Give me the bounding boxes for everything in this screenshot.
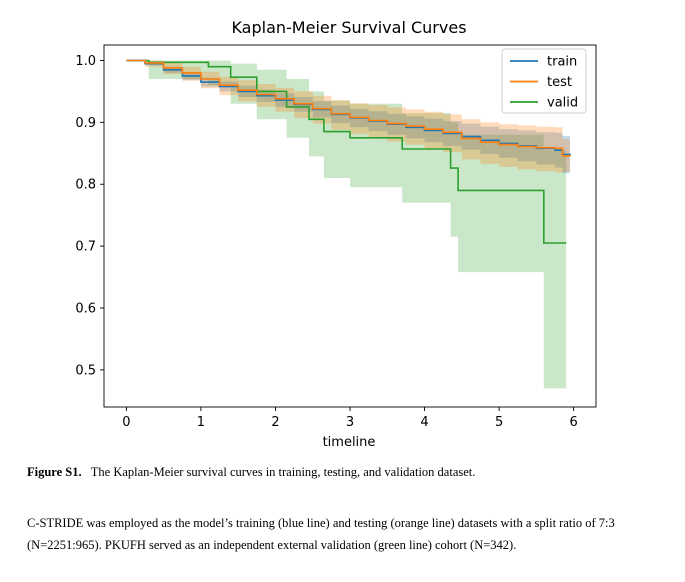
km-chart: Kaplan-Meier Survival Curves 0 1 2 3 4 5 60.50…: [75, 18, 597, 450]
figure-caption: Figure S1. The Kaplan-Meier survival cur…: [27, 465, 475, 480]
figure-caption-text: The Kaplan-Meier survival curves in trai…: [90, 465, 476, 479]
x-tick-label: 0: [122, 415, 130, 430]
legend-label-train: train: [547, 55, 577, 70]
x-tick-label: 4: [420, 415, 428, 430]
ci-band-train: [126, 60, 570, 177]
chart-title: Kaplan-Meier Survival Curves: [231, 18, 466, 37]
plot-area: [126, 59, 571, 389]
y-tick-label: 0.6: [75, 301, 96, 316]
body-paragraph: C-STRIDE was employed as the model’s tra…: [27, 516, 615, 552]
axes: 0 1 2 3 4 5 6 0.5 0.6 0.7 0.8 0.9 1.0: [75, 44, 597, 430]
y-tick-label: 0.7: [75, 240, 96, 255]
y-tick-label: 0.9: [75, 116, 96, 131]
y-tick-label: 0.8: [75, 178, 96, 193]
x-axis-label: timeline: [323, 435, 376, 450]
figure-caption-label: Figure S1.: [27, 465, 82, 479]
series-line-valid: [126, 59, 567, 244]
legend-box: [501, 48, 587, 114]
y-tick-label: 1.0: [75, 54, 96, 69]
x-tick-label: 6: [569, 415, 577, 430]
ci-band-test: [126, 60, 570, 173]
x-tick-label: 2: [271, 415, 279, 430]
y-tick-label: 0.5: [75, 363, 96, 378]
x-tick-label: 5: [495, 415, 503, 430]
ci-band-valid: [126, 60, 567, 389]
x-tick-label: 3: [346, 415, 354, 430]
x-tick-label: 1: [197, 415, 205, 430]
series-line-test: [126, 59, 571, 157]
legend: train test valid: [501, 48, 587, 114]
legend-label-test: test: [547, 75, 572, 90]
legend-label-valid: valid: [547, 96, 578, 111]
